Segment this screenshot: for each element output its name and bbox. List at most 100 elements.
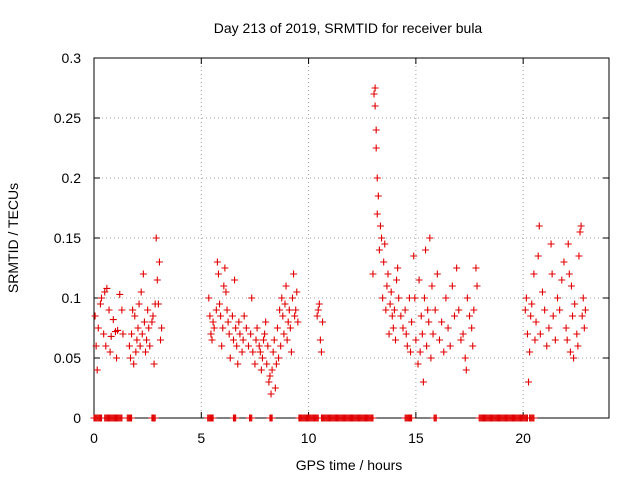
data-point <box>239 336 247 344</box>
data-point <box>395 294 403 302</box>
data-point <box>541 306 549 314</box>
data-point <box>315 300 323 308</box>
data-point <box>103 284 111 292</box>
data-point <box>266 372 274 380</box>
data-point <box>102 342 110 350</box>
data-point <box>389 324 397 332</box>
data-point <box>528 300 536 308</box>
data-point <box>564 240 572 248</box>
data-point <box>219 324 227 332</box>
data-point <box>446 342 454 350</box>
data-point <box>548 270 556 278</box>
data-point <box>563 336 571 344</box>
data-point <box>220 282 228 290</box>
data-point <box>522 294 530 302</box>
data-point <box>565 270 573 278</box>
data-point <box>145 324 153 332</box>
data-point <box>455 306 463 314</box>
axis-ticks: 0 5 10 15 20 0 0.05 0.1 0.15 0.2 0.25 0.3 <box>54 50 609 446</box>
data-point <box>272 360 280 368</box>
zero-data-point <box>432 414 440 422</box>
data-point <box>136 342 144 350</box>
zero-data-point <box>128 414 136 422</box>
data-point <box>292 306 300 314</box>
data-point <box>231 276 239 284</box>
data-point <box>157 336 165 344</box>
data-point <box>294 318 302 326</box>
data-point <box>119 330 127 338</box>
data-point <box>580 324 588 332</box>
data-point <box>472 264 480 272</box>
data-point <box>154 300 162 308</box>
data-point <box>235 318 243 326</box>
data-point <box>226 354 234 362</box>
data-point <box>376 222 384 230</box>
data-point <box>109 316 117 324</box>
data-point <box>372 126 380 134</box>
data-point <box>269 348 277 356</box>
data-point <box>238 348 246 356</box>
data-point <box>213 258 221 266</box>
data-point <box>228 312 236 320</box>
data-point <box>374 192 382 200</box>
data-point <box>385 330 393 338</box>
data-point <box>134 324 142 332</box>
data-point <box>536 330 544 338</box>
data-point <box>148 318 156 326</box>
data-point <box>253 324 261 332</box>
data-point <box>100 330 108 338</box>
data-point <box>91 312 99 320</box>
data-point <box>133 336 141 344</box>
data-point <box>403 342 411 350</box>
data-point <box>391 336 399 344</box>
data-point <box>397 312 405 320</box>
data-point <box>470 306 478 314</box>
data-point <box>271 384 279 392</box>
data-point <box>532 318 540 326</box>
data-point <box>255 342 263 350</box>
y-tick-label: 0.05 <box>54 350 81 366</box>
data-point <box>278 294 286 302</box>
data-point <box>150 360 158 368</box>
data-point <box>414 360 422 368</box>
data-point <box>222 288 230 296</box>
data-point <box>527 312 535 320</box>
data-point <box>132 348 140 356</box>
data-point <box>240 312 248 320</box>
data-point <box>247 330 255 338</box>
data-point <box>270 336 278 344</box>
data-point <box>135 300 143 308</box>
data-point <box>371 102 379 110</box>
data-point <box>426 234 434 242</box>
data-point <box>530 270 538 278</box>
data-point <box>245 342 252 350</box>
data-point <box>402 330 410 338</box>
data-point <box>576 228 584 236</box>
data-point <box>468 324 476 332</box>
data-point <box>560 258 568 266</box>
data-point <box>461 354 469 362</box>
data-point <box>92 342 100 350</box>
data-point <box>381 240 389 248</box>
data-point <box>440 348 448 356</box>
data-point <box>208 336 216 344</box>
data-point <box>116 290 124 298</box>
data-point <box>209 318 217 326</box>
data-point <box>543 342 551 350</box>
data-point <box>268 366 276 374</box>
data-point <box>394 264 402 272</box>
data-point <box>155 258 163 266</box>
data-point <box>382 306 390 314</box>
data-point <box>531 336 539 344</box>
data-point <box>379 294 387 302</box>
data-points <box>90 84 589 422</box>
data-point <box>262 318 270 326</box>
data-point <box>126 354 134 362</box>
x-axis-label: GPS time / hours <box>296 457 403 473</box>
data-point <box>369 270 377 278</box>
data-point <box>577 222 585 230</box>
zero-data-point <box>530 414 538 422</box>
data-point <box>146 342 154 350</box>
y-tick-label: 0.25 <box>54 110 81 126</box>
